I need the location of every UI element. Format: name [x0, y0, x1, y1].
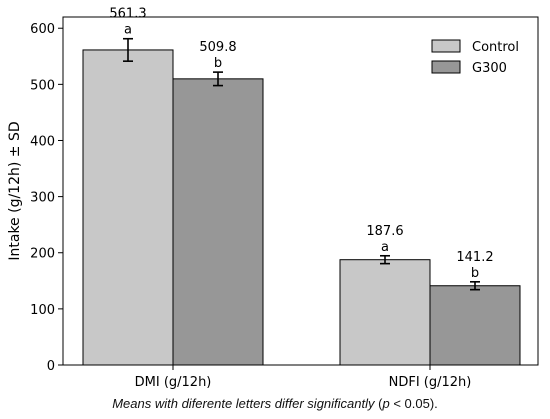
- y-tick-label: 0: [47, 359, 55, 374]
- figure-caption: Means with diferente letters differ sign…: [0, 396, 550, 411]
- legend-label: Control: [472, 40, 519, 55]
- legend-swatch: [431, 39, 461, 53]
- legend: Control G300: [431, 39, 519, 76]
- significance-letter: a: [381, 240, 389, 255]
- significance-letter: b: [471, 266, 479, 281]
- y-tick-label: 200: [30, 247, 55, 262]
- caption-paren: (: [374, 396, 383, 411]
- x-tick-label: DMI (g/12h): [135, 375, 212, 390]
- plot-frame: [62, 16, 539, 366]
- significance-letter: b: [214, 56, 222, 71]
- value-label: 187.6: [366, 224, 403, 239]
- legend-label: G300: [472, 61, 507, 76]
- x-tick-label: NDFI (g/12h): [389, 375, 472, 390]
- axes: 0 100 200 300 400 500 600 Intake (g/12h) ± SD DM…: [7, 16, 539, 390]
- bar: [172, 78, 264, 366]
- caption-p: p: [382, 396, 390, 411]
- y-tick-label: 400: [30, 134, 55, 149]
- bar: [82, 49, 174, 366]
- y-tick-label: 500: [30, 78, 55, 93]
- bar: [339, 259, 431, 366]
- y-tick-label: 600: [30, 22, 55, 37]
- legend-swatch: [431, 60, 461, 74]
- caption-threshold: < 0.05).: [389, 396, 438, 411]
- value-label: 141.2: [456, 250, 493, 265]
- y-axis-label: Intake (g/12h) ± SD: [7, 121, 23, 260]
- caption-text: Means with diferente letters differ sign…: [112, 396, 375, 411]
- bar: [429, 285, 521, 366]
- value-label: 509.8: [199, 40, 236, 55]
- y-tick-label: 100: [30, 303, 55, 318]
- y-tick-label: 300: [30, 191, 55, 206]
- significance-letter: a: [124, 23, 132, 38]
- bar-chart: 0 100 200 300 400 500 600 Intake (g/12h) ± SD DM…: [7, 7, 539, 390]
- value-label: 561.3: [109, 7, 146, 22]
